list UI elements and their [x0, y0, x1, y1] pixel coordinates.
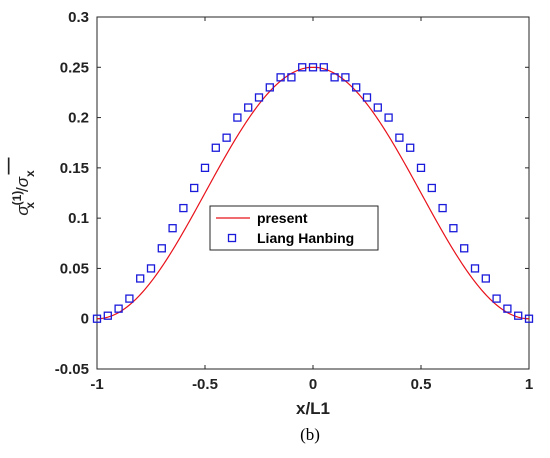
ylabel-bar: —	[0, 158, 17, 175]
y-tick-label: -0.05	[55, 361, 89, 378]
plot-area	[96, 16, 530, 370]
marker-liang-hanbing	[395, 133, 404, 142]
marker-liang-hanbing	[514, 311, 523, 320]
marker-liang-hanbing	[438, 203, 447, 213]
marker-liang-hanbing	[114, 304, 123, 313]
marker-liang-hanbing	[276, 73, 285, 82]
marker-liang-hanbing	[416, 163, 426, 173]
series-lines	[96, 66, 530, 320]
marker-liang-hanbing	[136, 274, 145, 283]
axis-ticks: -1 -0.5 0 0.5 1 -0.05 0 0.05 0.1 0.15 0.2 0.25 0.3	[55, 9, 533, 393]
x-tick-label: 1	[525, 376, 533, 393]
marker-liang-hanbing	[449, 224, 458, 233]
marker-liang-hanbing	[103, 311, 112, 320]
ylabel-sup: (1)	[10, 191, 24, 206]
ylabel-sigma: σ	[13, 205, 32, 216]
y-tick-label: 0.15	[60, 160, 89, 177]
marker-liang-hanbing	[254, 93, 264, 102]
marker-liang-hanbing	[308, 63, 318, 72]
marker-liang-hanbing	[352, 83, 361, 92]
marker-liang-hanbing	[470, 264, 480, 273]
ylabel-slash: /	[13, 187, 32, 192]
marker-liang-hanbing	[200, 163, 210, 173]
marker-liang-hanbing	[157, 244, 166, 253]
y-tick-label: 0.2	[68, 110, 89, 127]
y-axis-label: σ(1)x/σx —	[0, 158, 37, 216]
marker-liang-hanbing	[146, 264, 156, 273]
x-tick-label: -0.5	[192, 376, 218, 393]
marker-liang-hanbing	[211, 143, 220, 152]
marker-liang-hanbing	[427, 183, 436, 193]
marker-liang-hanbing	[92, 314, 102, 323]
x-tick-label: 0	[309, 376, 317, 393]
legend-box	[209, 205, 379, 251]
legend: present Liang Hanbing	[209, 205, 379, 251]
marker-liang-hanbing	[481, 274, 490, 283]
marker-liang-hanbing	[298, 63, 307, 72]
marker-liang-hanbing	[460, 244, 469, 253]
series-line-present	[96, 66, 530, 320]
marker-liang-hanbing	[190, 183, 199, 193]
marker-liang-hanbing	[244, 103, 253, 112]
y-tick-label: 0.05	[60, 260, 89, 277]
ylabel-denom-sub: x	[23, 170, 37, 177]
legend-label-liang: Liang Hanbing	[257, 230, 354, 246]
marker-liang-hanbing	[492, 294, 501, 303]
x-axis-label: x/L1	[296, 399, 330, 418]
marker-liang-hanbing	[125, 294, 134, 303]
marker-liang-hanbing	[233, 113, 242, 122]
marker-liang-hanbing	[265, 83, 274, 92]
legend-label-present: present	[257, 210, 308, 226]
marker-liang-hanbing	[287, 73, 296, 82]
legend-marker-liang	[227, 233, 237, 243]
y-tick-label: 0	[81, 311, 89, 328]
svg-text:σ(1)x/σx: σ(1)x/σx	[10, 170, 37, 216]
x-tick-label: 0.5	[411, 376, 432, 393]
marker-liang-hanbing	[168, 224, 177, 233]
marker-liang-hanbing	[222, 133, 231, 142]
marker-liang-hanbing	[384, 113, 393, 122]
series-markers	[92, 63, 534, 323]
marker-liang-hanbing	[503, 304, 512, 313]
y-tick-label: 0.3	[68, 9, 89, 26]
x-tick-label: -1	[90, 376, 103, 393]
ylabel-denom-sigma: σ	[13, 176, 32, 187]
marker-liang-hanbing	[341, 73, 350, 82]
marker-liang-hanbing	[362, 93, 372, 102]
y-tick-label: 0.1	[68, 210, 89, 227]
figure-caption: (b)	[300, 425, 320, 444]
marker-liang-hanbing	[319, 63, 328, 72]
ylabel-sub: x	[23, 202, 37, 209]
marker-liang-hanbing	[406, 143, 415, 152]
marker-liang-hanbing	[524, 314, 534, 323]
marker-liang-hanbing	[330, 73, 339, 82]
y-tick-label: 0.25	[60, 59, 89, 76]
marker-liang-hanbing	[179, 203, 188, 213]
marker-liang-hanbing	[373, 103, 382, 112]
